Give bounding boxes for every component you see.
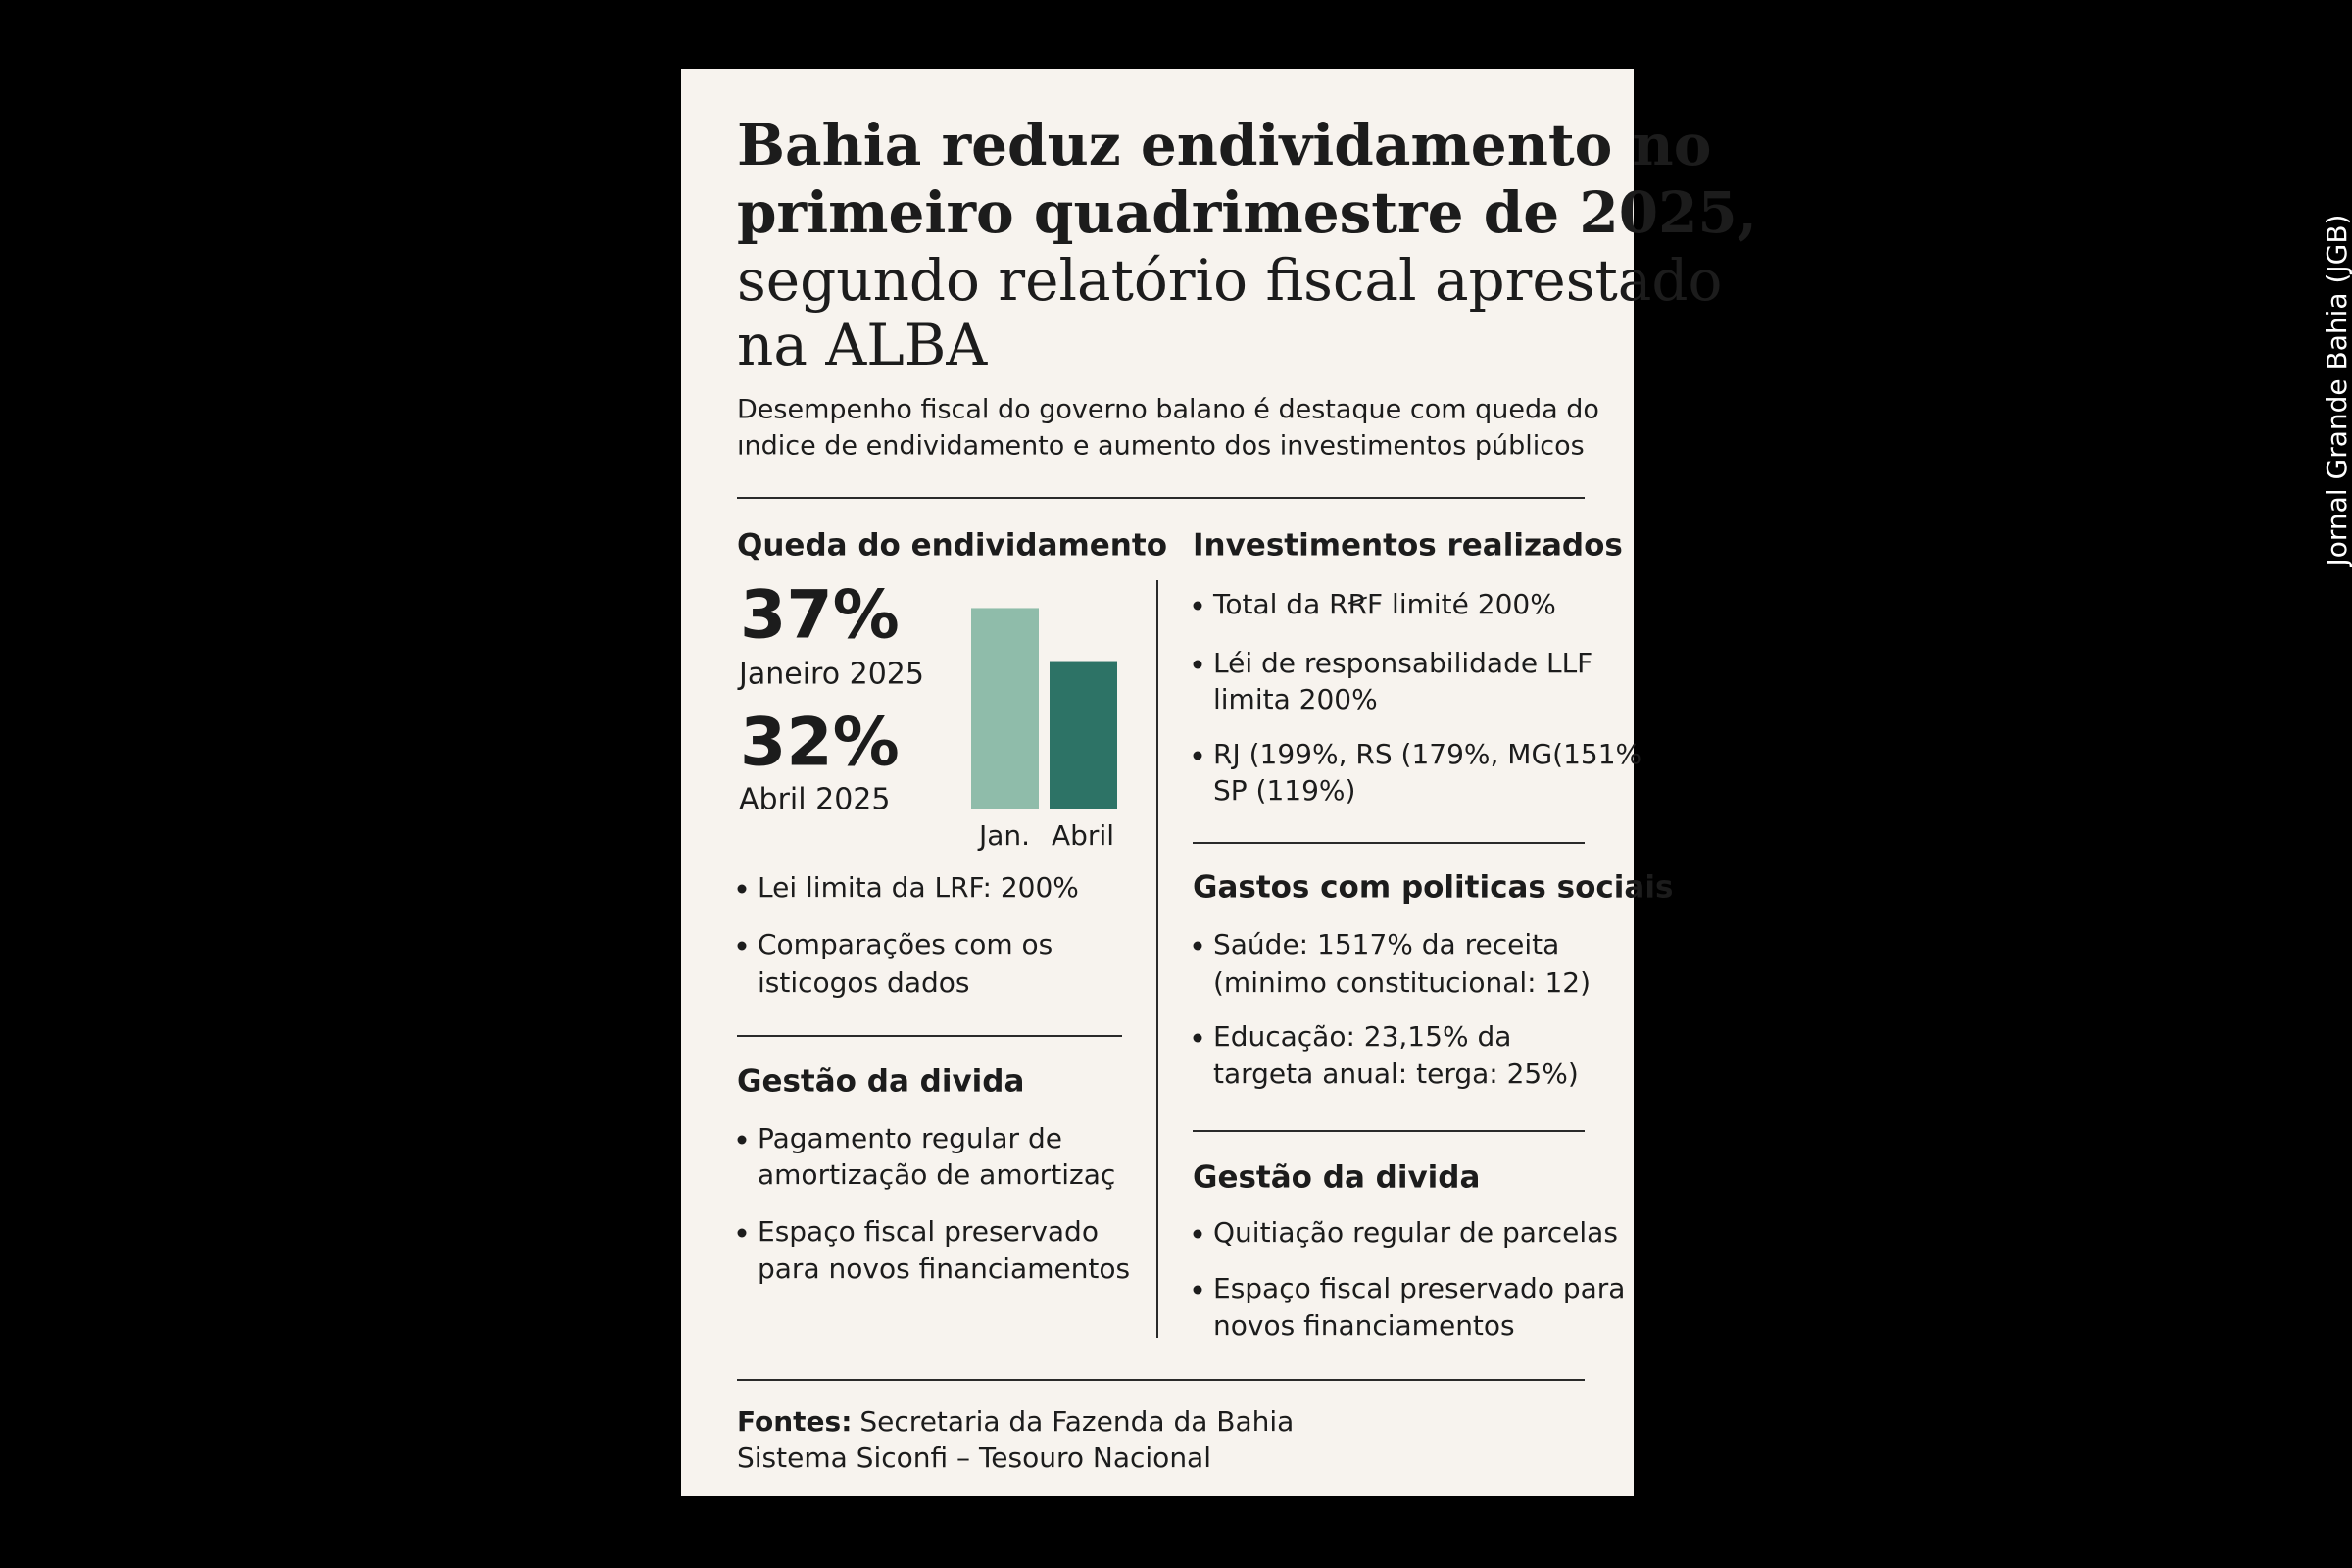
bullet-text: RJ (199%, RS (179%, MG(151% xyxy=(1213,738,1642,770)
credit: Jornal Grande Bahia (JGB) xyxy=(2321,215,2352,568)
bullet-text: isticogos dados xyxy=(758,966,969,999)
bar-label: Abril xyxy=(1052,819,1114,852)
bullet-text: Espaço fiscal preservado para xyxy=(1213,1272,1625,1304)
bullet-dot xyxy=(737,941,747,951)
bullet-text: Comparações com os xyxy=(758,928,1053,960)
sources-line: Fontes: Secretaria da Fazenda da Bahia xyxy=(737,1405,1294,1438)
bullet-dot xyxy=(1193,1285,1202,1295)
title-line: na ALBA xyxy=(737,312,988,378)
bullet-text: Lei limita da LRF: 200% xyxy=(758,871,1079,904)
bullet-text: Léi de responsabilidade LLF xyxy=(1213,647,1592,679)
bullet-text: Total da RꞦF limité 200% xyxy=(1212,588,1556,620)
title-line: Bahia reduz endividamento no xyxy=(737,112,1711,178)
section-heading: Gastos com politicas sociais xyxy=(1193,870,1673,906)
bullet-dot xyxy=(737,884,747,894)
bar-label: Jan. xyxy=(977,819,1030,852)
bullet-dot xyxy=(1193,1229,1202,1239)
bullet-dot xyxy=(1193,660,1202,669)
stat-value: 37% xyxy=(740,577,900,655)
bullet-dot xyxy=(1193,751,1202,760)
section-heading: Gestão da divida xyxy=(1193,1160,1480,1196)
bullet-text: novos financiamentos xyxy=(1213,1309,1515,1342)
title-line: primeiro quadrimestre de 2025, xyxy=(737,179,1757,246)
bullet-dot xyxy=(1193,601,1202,611)
bullet-text: Educação: 23,15% da xyxy=(1213,1020,1511,1053)
title-line: segundo relatório fiscal aprestado xyxy=(737,247,1722,314)
bullet-text: amortização de amortizaç xyxy=(758,1158,1115,1191)
bullet-text: Quitiação regular de parcelas xyxy=(1213,1216,1618,1249)
sources-text: Secretaria da Fazenda da Bahia xyxy=(859,1405,1294,1438)
subtitle-line: ındice de endividamento e aumento dos in… xyxy=(737,431,1585,462)
sources-line: Sistema Siconfi – Tesouro Nacional xyxy=(737,1442,1211,1474)
bullet-text: Saúde: 1517% da receita xyxy=(1213,928,1559,960)
section-heading: Queda do endividamento xyxy=(737,528,1167,564)
bullet-text: limita 200% xyxy=(1213,683,1378,715)
section-heading: Gestão da divida xyxy=(737,1064,1024,1100)
bar xyxy=(1050,661,1117,809)
section-heading: Investimentos realizados xyxy=(1193,528,1623,564)
sources-label: Fontes: xyxy=(737,1405,852,1438)
bullet-dot xyxy=(737,1135,747,1145)
subtitle-line: Desempenho fiscal do governo balano é de… xyxy=(737,395,1599,425)
bullet-dot xyxy=(1193,1033,1202,1043)
stat-period: Janeiro 2025 xyxy=(737,658,924,692)
bullet-text: Espaço fiscal preservado xyxy=(758,1215,1099,1248)
bullet-text: SP (119%) xyxy=(1213,774,1355,807)
bar xyxy=(971,608,1039,809)
bullet-text: targeta anual: terga: 25%) xyxy=(1213,1057,1579,1090)
bullet-text: para novos financiamentos xyxy=(758,1252,1130,1285)
stat-value: 32% xyxy=(740,705,900,782)
bullet-dot xyxy=(737,1228,747,1238)
bullet-text: Pagamento regular de xyxy=(758,1122,1062,1154)
bullet-dot xyxy=(1193,941,1202,951)
stat-period: Abril 2025 xyxy=(739,783,890,817)
bullet-text: (minimo constitucional: 12) xyxy=(1213,966,1591,999)
